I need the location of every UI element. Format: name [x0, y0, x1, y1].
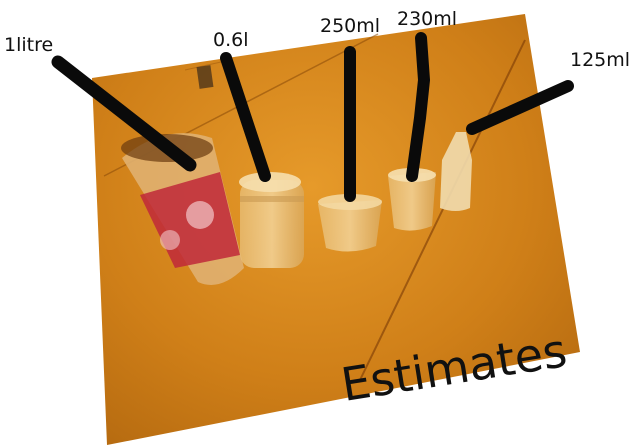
label-0.6l: 0.6l — [213, 29, 249, 51]
table-seam — [359, 39, 526, 381]
pointer-stroke-0.6l — [220, 52, 271, 182]
pointer-stroke-1litre — [51, 55, 197, 172]
pointer-stroke-230ml — [406, 32, 430, 182]
label-1litre: 1litre — [4, 34, 54, 56]
background-object — [196, 65, 214, 89]
label-230ml: 230ml — [397, 8, 458, 30]
bottle-125ml — [440, 132, 472, 211]
label-250ml: 250ml — [320, 15, 381, 37]
jar-point-six — [239, 172, 304, 268]
bowl-250ml — [318, 194, 382, 252]
label-125ml: 125ml — [570, 49, 631, 71]
pointer-stroke-125ml — [466, 80, 574, 135]
